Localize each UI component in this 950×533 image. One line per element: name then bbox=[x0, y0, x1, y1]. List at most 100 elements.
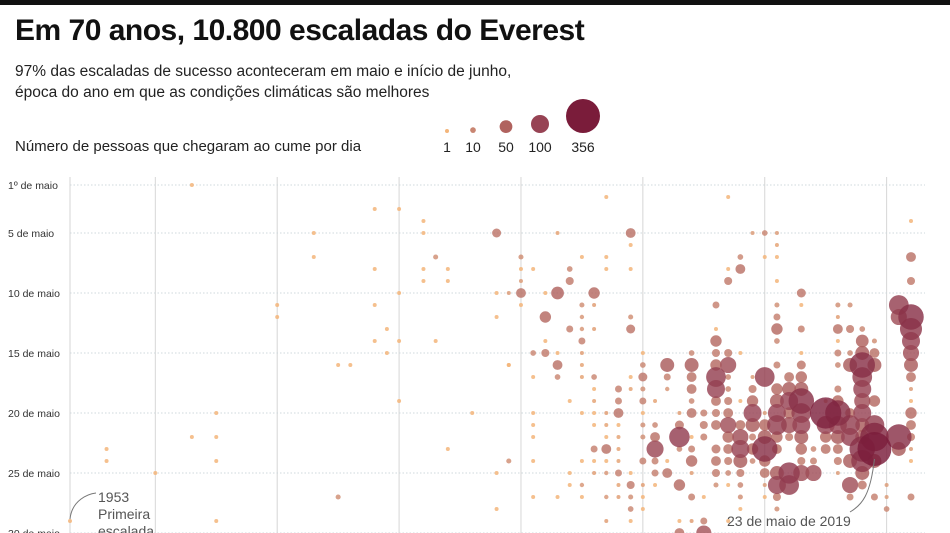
data-point bbox=[566, 266, 573, 272]
data-point bbox=[820, 444, 831, 454]
data-point bbox=[518, 278, 523, 284]
data-point bbox=[751, 436, 778, 462]
data-point bbox=[433, 339, 438, 343]
data-point bbox=[640, 362, 646, 368]
data-point bbox=[492, 228, 502, 238]
data-point bbox=[531, 495, 536, 499]
data-point bbox=[421, 267, 426, 271]
data-point bbox=[531, 435, 536, 439]
data-point bbox=[884, 494, 889, 500]
data-point bbox=[869, 348, 880, 358]
data-point bbox=[592, 423, 597, 427]
data-point bbox=[614, 397, 622, 405]
data-point bbox=[796, 288, 806, 298]
data-point bbox=[555, 495, 560, 499]
data-point bbox=[735, 420, 746, 430]
data-point bbox=[214, 519, 219, 523]
data-point bbox=[579, 375, 584, 379]
data-point bbox=[516, 288, 526, 298]
data-point bbox=[749, 433, 757, 441]
data-point bbox=[904, 358, 918, 372]
data-point bbox=[700, 409, 708, 417]
data-point bbox=[853, 403, 872, 423]
data-point bbox=[539, 311, 552, 323]
data-point bbox=[750, 230, 755, 236]
data-point bbox=[551, 286, 564, 300]
data-point bbox=[906, 372, 916, 382]
data-point bbox=[616, 459, 621, 463]
legend-label: 100 bbox=[528, 139, 552, 155]
data-point bbox=[686, 384, 697, 394]
legend-circle bbox=[530, 114, 550, 133]
data-point bbox=[759, 468, 770, 478]
data-point bbox=[673, 479, 686, 491]
data-point bbox=[799, 351, 804, 355]
data-point bbox=[669, 426, 690, 448]
data-point bbox=[494, 507, 499, 511]
data-point bbox=[774, 279, 779, 283]
data-point bbox=[908, 386, 914, 392]
annotation-2019-text: 23 de maio de 2019 bbox=[727, 513, 851, 529]
data-point bbox=[819, 431, 832, 443]
data-point bbox=[909, 219, 913, 223]
data-point bbox=[640, 495, 645, 499]
data-point bbox=[778, 462, 800, 484]
data-point bbox=[737, 254, 744, 260]
data-point bbox=[754, 367, 775, 387]
data-point bbox=[543, 291, 548, 295]
data-point bbox=[214, 411, 219, 415]
data-point bbox=[421, 219, 426, 223]
data-point bbox=[628, 267, 633, 271]
data-point bbox=[771, 323, 783, 335]
data-point bbox=[835, 315, 840, 319]
data-point bbox=[847, 302, 853, 308]
data-point bbox=[784, 372, 795, 382]
data-point bbox=[531, 423, 536, 427]
data-point bbox=[688, 398, 695, 404]
data-point bbox=[724, 456, 733, 466]
data-point bbox=[738, 351, 743, 355]
annotation-first-ascent-text: 1953 bbox=[98, 489, 129, 505]
data-point bbox=[628, 494, 634, 500]
data-point bbox=[397, 339, 402, 343]
data-point bbox=[774, 338, 780, 344]
data-point bbox=[774, 230, 779, 236]
data-point bbox=[626, 324, 636, 334]
data-point bbox=[639, 397, 647, 405]
data-point bbox=[906, 276, 916, 286]
data-point bbox=[653, 399, 658, 403]
data-point bbox=[604, 255, 609, 259]
annotation-first-ascent-text: escalada bbox=[98, 523, 154, 533]
data-point bbox=[725, 386, 732, 392]
data-point bbox=[590, 445, 598, 453]
data-point bbox=[579, 495, 584, 499]
data-point bbox=[601, 444, 612, 454]
data-point bbox=[592, 399, 597, 403]
legend-circle bbox=[470, 127, 476, 133]
data-point bbox=[761, 230, 768, 236]
y-tick-label: 15 de maio bbox=[8, 348, 60, 360]
data-point bbox=[555, 231, 560, 235]
data-point bbox=[592, 471, 597, 475]
data-point bbox=[810, 397, 842, 429]
data-point bbox=[628, 314, 634, 320]
data-point bbox=[567, 471, 572, 475]
data-point bbox=[579, 314, 585, 320]
data-point bbox=[275, 303, 280, 307]
data-point bbox=[833, 456, 842, 466]
data-point bbox=[733, 454, 748, 468]
data-point bbox=[604, 435, 609, 439]
data-point bbox=[579, 302, 585, 308]
data-point bbox=[445, 267, 450, 271]
data-point bbox=[906, 420, 916, 430]
data-point bbox=[722, 431, 734, 443]
data-point bbox=[214, 459, 219, 463]
data-point bbox=[592, 459, 597, 463]
data-point bbox=[638, 372, 648, 382]
data-point bbox=[711, 444, 721, 454]
data-point bbox=[604, 267, 609, 271]
data-point bbox=[616, 435, 621, 439]
data-point bbox=[846, 493, 854, 501]
data-point bbox=[646, 440, 664, 458]
data-point bbox=[494, 291, 499, 295]
